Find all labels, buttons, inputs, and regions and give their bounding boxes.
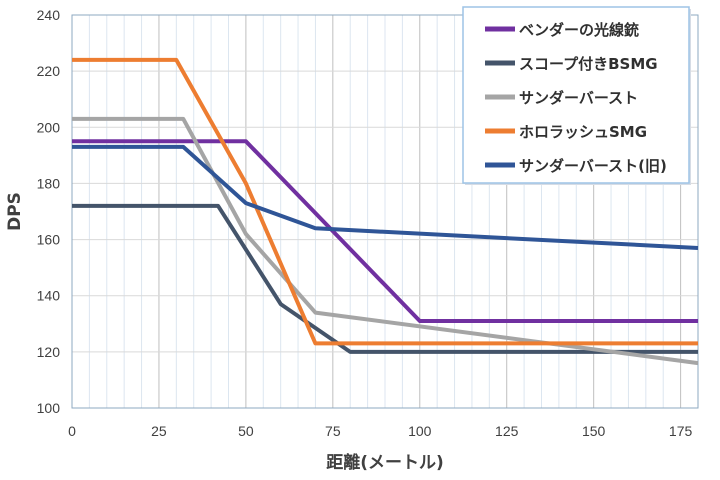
y-axis-title: DPS — [5, 192, 25, 231]
x-tick-label: 75 — [325, 423, 341, 439]
plot-border — [71, 14, 699, 409]
x-tick-label: 100 — [408, 423, 432, 439]
legend-label-1: ベンダーの光線銃 — [519, 21, 639, 39]
series-line-5 — [72, 144, 699, 250]
axes: 0 25 50 75 100 125 150 175 100 120 140 160 180 200 220… — [5, 7, 693, 473]
legend-label-5: サンダーバースト(旧) — [519, 157, 667, 175]
series-line-3 — [72, 116, 699, 366]
y-tick-label: 180 — [37, 175, 61, 191]
x-tick-label: 125 — [495, 423, 519, 439]
y-tick-label: 220 — [37, 63, 61, 79]
x-tick-label: 150 — [582, 423, 606, 439]
legend-label-2: スコープ付きBSMG — [519, 55, 658, 73]
x-tick-label: 50 — [238, 423, 254, 439]
y-tick-label: 140 — [37, 288, 61, 304]
y-tick-label: 200 — [37, 119, 61, 135]
series-line-4 — [72, 57, 698, 346]
y-tick-label: 240 — [37, 7, 61, 23]
legend-label-4: ホロラッシュSMG — [519, 123, 647, 141]
x-tick-label: 25 — [151, 423, 167, 439]
series-lines — [72, 57, 699, 366]
x-tick-label: 0 — [68, 423, 76, 439]
y-tick-label: 160 — [37, 232, 61, 248]
y-tick-label: 100 — [37, 400, 61, 416]
series-line-2 — [72, 203, 698, 354]
x-tick-label: 175 — [669, 423, 693, 439]
legend-label-3: サンダーバースト — [519, 89, 638, 107]
x-axis-title: 距離(メートル) — [326, 452, 444, 473]
y-tick-label: 120 — [37, 344, 61, 360]
